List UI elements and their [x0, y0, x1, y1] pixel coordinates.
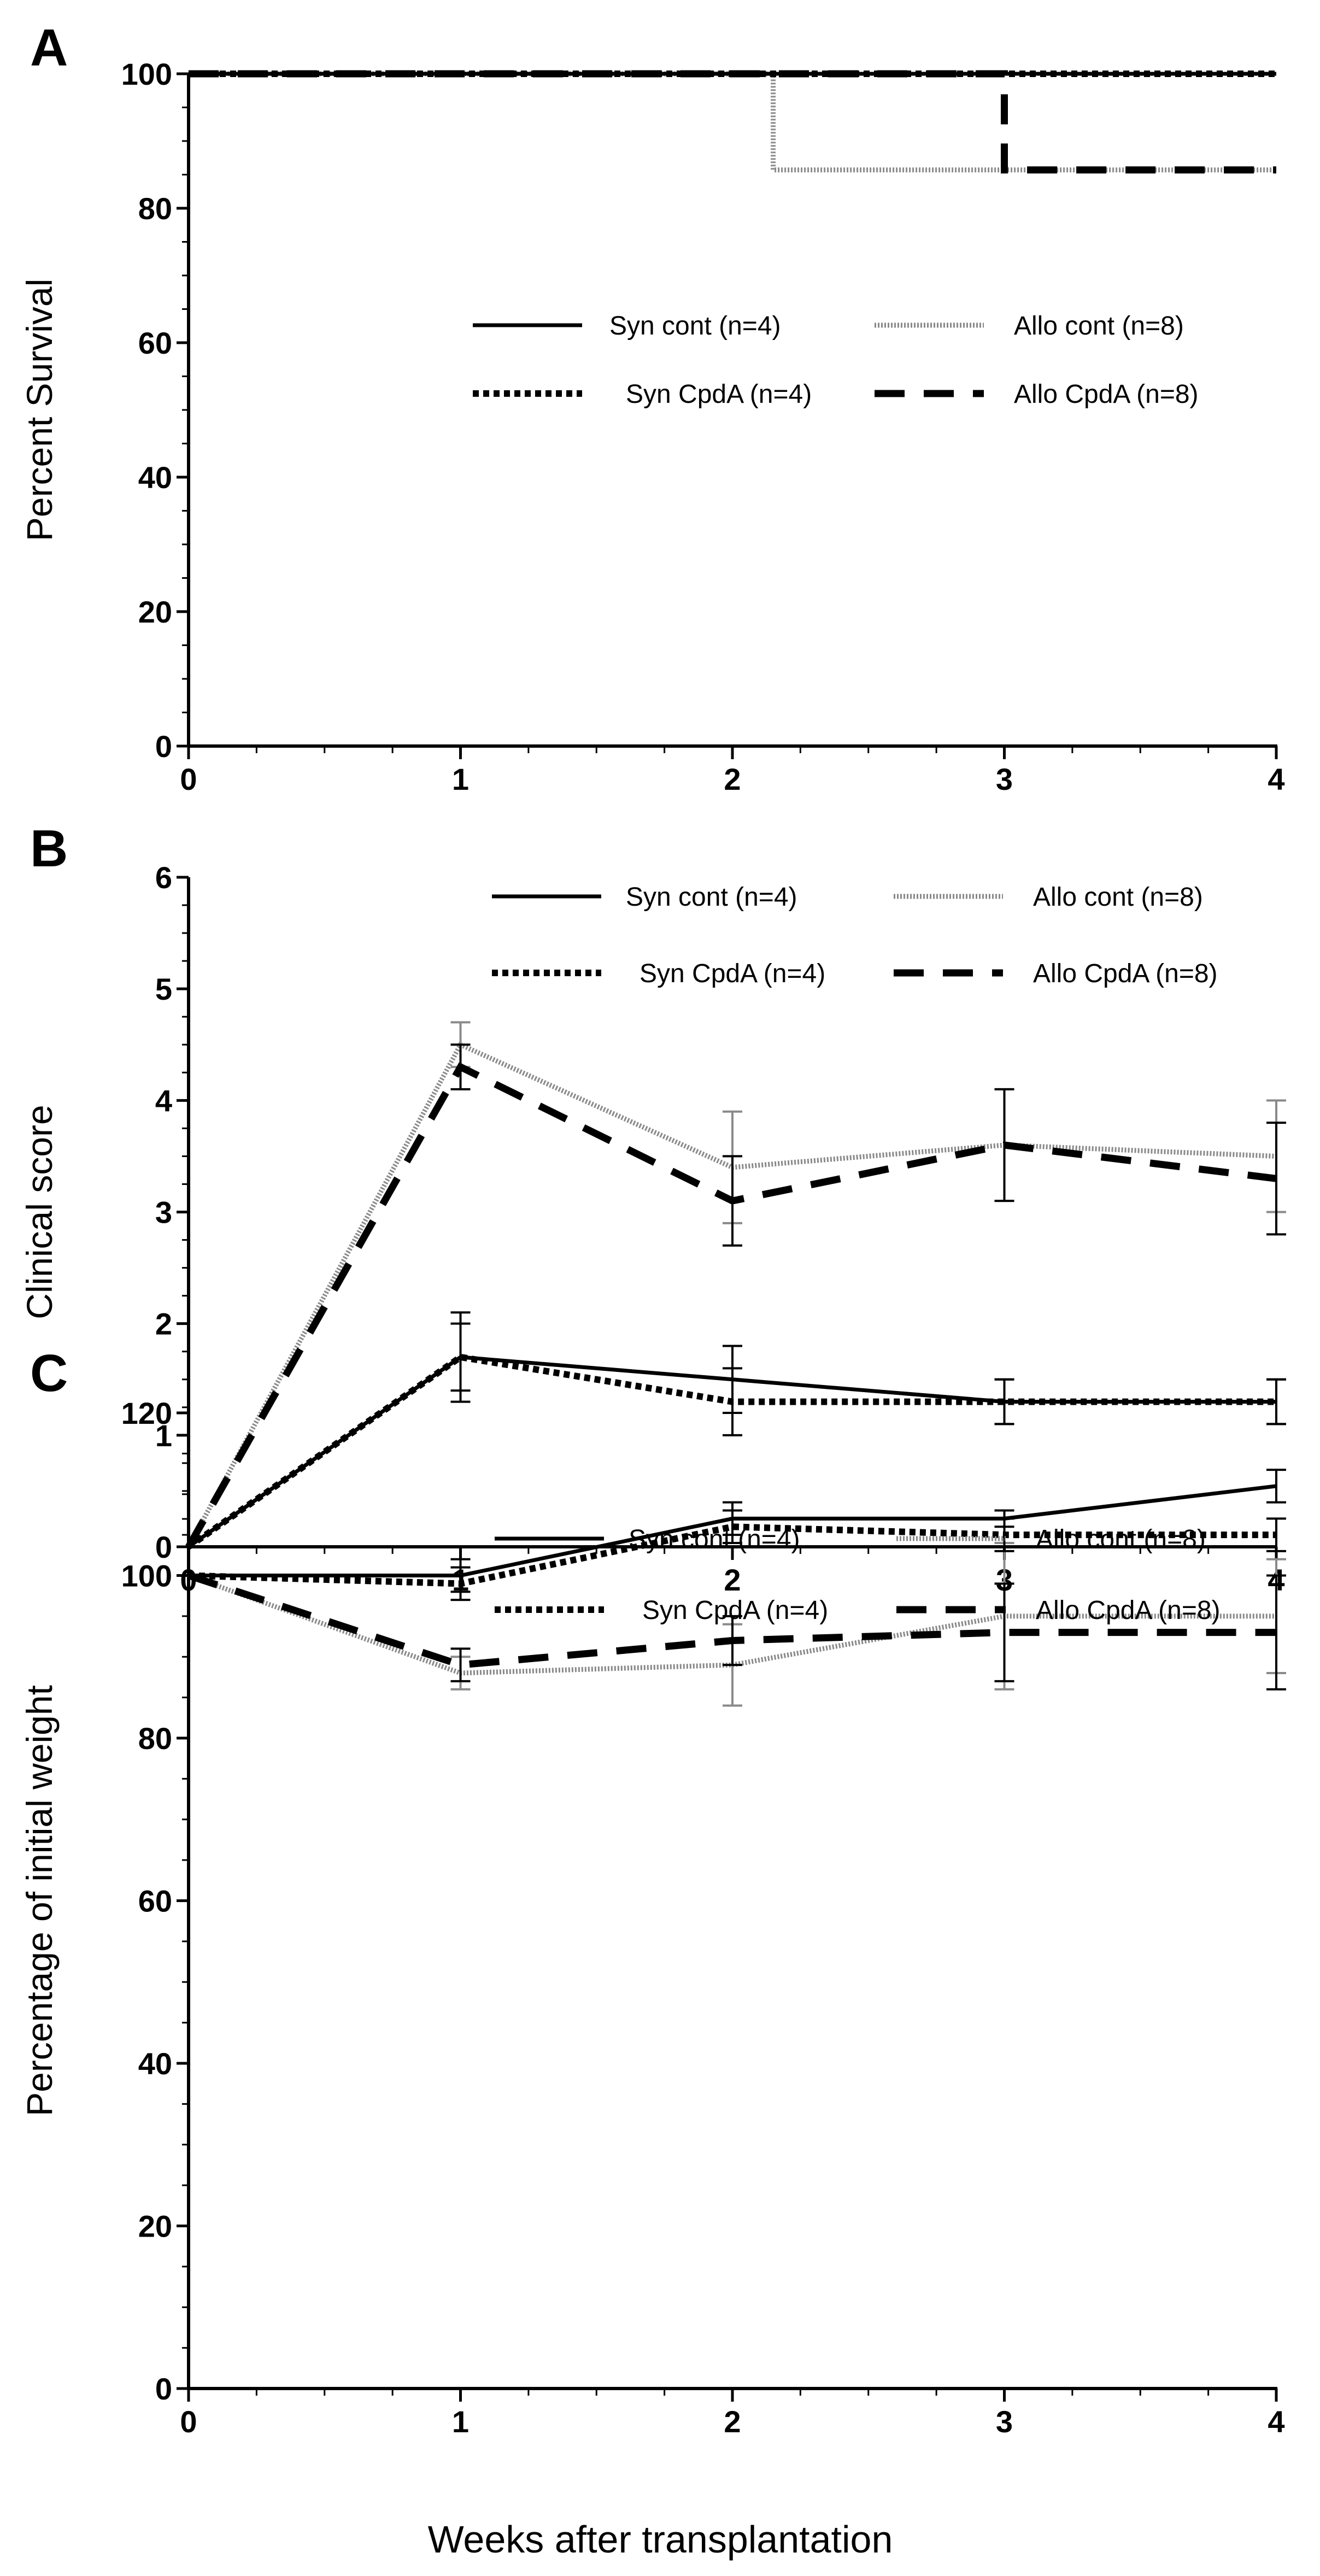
y-tick-label: 1: [155, 1418, 172, 1453]
legend-label: Syn CpdA (n=4): [642, 1596, 828, 1625]
legend-label: Syn cont (n=4): [609, 312, 781, 341]
y-tick-label: 20: [138, 2209, 172, 2244]
x-tick-label: 3: [996, 762, 1013, 796]
x-axis-title: Weeks after transplantation: [428, 2518, 893, 2561]
y-tick-label: 60: [138, 326, 172, 360]
y-axis-title: Clinical score: [19, 1105, 60, 1319]
legend-label: Allo CpdA (n=8): [1014, 380, 1199, 409]
x-tick-label: 3: [996, 2404, 1013, 2439]
y-tick-label: 3: [155, 1195, 172, 1230]
series-line-syn-cpda-n-4: [188, 1523, 1276, 1587]
series-line-allo-cont-n-8: [189, 71, 1276, 173]
y-tick-label: 40: [138, 2046, 172, 2081]
x-tick-label: 1: [452, 762, 469, 796]
y-tick-label: 0: [155, 1530, 172, 1564]
legend-label: Syn CpdA (n=4): [640, 959, 825, 988]
legend-label: Allo cont (n=8): [1036, 1525, 1206, 1554]
y-axis-title: Percent Survival: [19, 279, 60, 542]
legend-label: Syn cont (n=4): [629, 1525, 800, 1554]
panel-letter: C: [30, 1344, 68, 1403]
legend-label: Allo CpdA (n=8): [1036, 1596, 1221, 1625]
y-tick-label: 80: [138, 191, 172, 226]
legend: Syn cont (n=4) Allo cont (n=8) Syn CpdA (n…: [473, 312, 1199, 409]
y-tick-label: 100: [121, 57, 172, 91]
panel-a: A 0 20 40 60 80 100 0 1 2 3 4 Percent Survival Syn co…: [19, 19, 1285, 796]
y-tick-label: 0: [155, 2372, 172, 2406]
legend-label: Allo cont (n=8): [1033, 883, 1203, 912]
y-tick-label: 80: [138, 1721, 172, 1756]
x-tick-label: 4: [1268, 762, 1284, 796]
y-tick-label: 100: [121, 1559, 172, 1593]
y-axis-title: Percentage of initial weight: [19, 1685, 60, 2116]
x-tick-label: 4: [1268, 2404, 1284, 2439]
y-tick-label: 120: [121, 1396, 172, 1430]
legend: Syn cont (n=4) Allo cont (n=8) Syn CpdA (n…: [492, 883, 1218, 988]
y-tick-label: 5: [155, 972, 172, 1006]
legend-label: Allo CpdA (n=8): [1033, 959, 1218, 988]
panel-letter: A: [30, 19, 68, 77]
y-tick-label: 40: [138, 460, 172, 495]
y-tick-label: 0: [155, 729, 172, 764]
x-tick-label: 0: [180, 2404, 197, 2439]
legend-label: Syn cont (n=4): [626, 883, 797, 912]
y-tick-label: 6: [155, 860, 172, 895]
y-tick-label: 60: [138, 1884, 172, 1918]
series-line-allo-cpda-n-8: [189, 70, 1276, 174]
legend: Syn cont (n=4) Allo cont (n=8) Syn CpdA (n…: [495, 1525, 1221, 1625]
y-tick-label: 4: [155, 1083, 172, 1118]
legend-label: Syn CpdA (n=4): [626, 380, 812, 409]
x-tick-label: 2: [724, 762, 741, 796]
x-tick-label: 2: [724, 2404, 741, 2439]
x-tick-label: 1: [452, 2404, 469, 2439]
x-tick-label: 0: [180, 762, 197, 796]
y-tick-label: 20: [138, 595, 172, 629]
y-tick-label: 2: [155, 1307, 172, 1341]
x-tick-label: 2: [724, 1563, 741, 1597]
panel-letter: B: [30, 819, 68, 878]
legend-label: Allo cont (n=8): [1014, 312, 1184, 341]
